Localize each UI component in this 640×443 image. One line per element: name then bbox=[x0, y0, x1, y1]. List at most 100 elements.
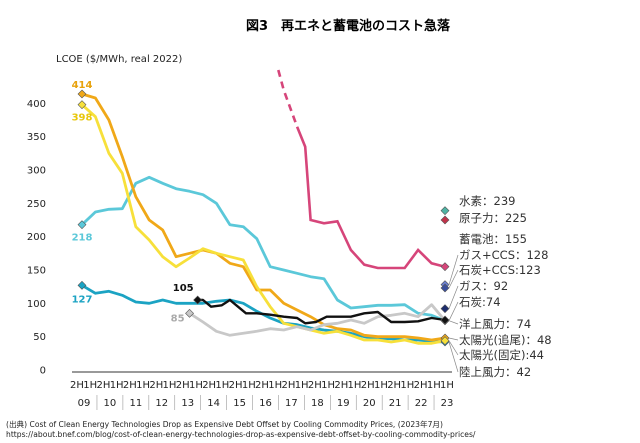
start-marker-solar_fixed bbox=[77, 100, 87, 110]
x-half-label: 1H bbox=[348, 380, 362, 391]
x-half-label: 2H bbox=[414, 380, 428, 391]
start-marker-solar_tracking bbox=[77, 89, 87, 99]
x-half-label: 1H bbox=[440, 380, 454, 391]
x-year-label: 22 bbox=[415, 398, 428, 409]
x-year-label: 23 bbox=[441, 398, 454, 409]
end-marker-solar_fixed bbox=[440, 336, 450, 346]
legend-item: 洋上風力：74 bbox=[459, 317, 531, 331]
x-year-label: 18 bbox=[311, 398, 324, 409]
y-tick-label: 200 bbox=[27, 232, 46, 243]
legend-connector bbox=[448, 340, 459, 356]
x-year-label: 14 bbox=[207, 398, 220, 409]
legend-item: 石炭+CCS:123 bbox=[459, 263, 541, 277]
y-tick-label: 250 bbox=[27, 199, 46, 210]
x-half-label: 2H bbox=[202, 380, 216, 391]
x-year-label: 21 bbox=[389, 398, 402, 409]
end-marker-gas bbox=[440, 304, 450, 314]
x-year-label: 09 bbox=[78, 398, 91, 409]
end-marker-coal_ccs bbox=[440, 283, 450, 293]
x-half-label: 1H bbox=[242, 380, 256, 391]
x-half-label: 2H bbox=[229, 380, 243, 391]
end-marker-nuclear bbox=[440, 215, 450, 225]
legend-connector bbox=[448, 337, 459, 341]
start-marker-offshore bbox=[77, 220, 87, 230]
x-half-label: 2H bbox=[281, 380, 295, 391]
x-year-label: 17 bbox=[285, 398, 298, 409]
value-label: 85 bbox=[171, 313, 185, 324]
x-half-label: 2H bbox=[255, 380, 269, 391]
series-line-solar_fixed bbox=[81, 103, 446, 345]
x-year-label: 16 bbox=[259, 398, 272, 409]
start-marker-coal_black bbox=[193, 295, 203, 305]
x-half-label: 2H bbox=[70, 380, 84, 391]
end-marker-hydrogen bbox=[440, 206, 450, 216]
right-legend: 水素：239 原子力：225 蓄電池：155 ガス+CCS：128石炭+CCS:123… bbox=[448, 194, 552, 379]
x-half-label: 1H bbox=[189, 380, 203, 391]
legend-connector bbox=[448, 320, 459, 325]
x-half-label: 2H bbox=[149, 380, 163, 391]
x-year-label: 19 bbox=[337, 398, 350, 409]
series-markers bbox=[77, 89, 450, 347]
x-half-label: 1H bbox=[110, 380, 124, 391]
value-label: 127 bbox=[72, 294, 93, 305]
y-tick-label: 100 bbox=[27, 299, 46, 310]
series-lines bbox=[81, 69, 447, 345]
series-line-storage bbox=[295, 126, 446, 270]
x-tick-labels: 2H 1H 2H 1H 2H 1H 2H 1H 2H 1H 2H 1H 2H 1H 2H 1H 2H 1H 2H 1H… bbox=[70, 380, 454, 410]
x-half-label: 1H bbox=[83, 380, 97, 391]
x-year-label: 11 bbox=[129, 398, 142, 409]
y-tick-label: 350 bbox=[27, 132, 46, 143]
x-year-label: 12 bbox=[155, 398, 168, 409]
legend-item: 石炭:74 bbox=[459, 295, 501, 309]
x-half-label: 1H bbox=[400, 380, 414, 391]
x-half-label: 1H bbox=[374, 380, 388, 391]
value-label: 414 bbox=[72, 80, 93, 91]
x-half-label: 1H bbox=[321, 380, 335, 391]
y-tick-label: 150 bbox=[27, 266, 46, 277]
x-half-label: 2H bbox=[361, 380, 375, 391]
end-marker-coal_black bbox=[440, 315, 450, 325]
value-labels: 414 398 218 127 105 85 bbox=[72, 80, 194, 324]
start-marker-onshore bbox=[77, 280, 87, 290]
value-label: 218 bbox=[72, 233, 93, 244]
y-axis-label: LCOE ($/MWh, real 2022) bbox=[56, 54, 182, 65]
legend-connector bbox=[448, 254, 459, 285]
x-year-label: 10 bbox=[104, 398, 117, 409]
legend-item: 太陽光(追尾)：48 bbox=[459, 333, 552, 347]
series-line-coal bbox=[188, 303, 447, 337]
chart-title: 図3 再エネと蓄電池のコスト急落 bbox=[246, 18, 451, 34]
source-line-1: (出典) Cost of Clean Energy Technologies D… bbox=[6, 420, 443, 429]
x-half-label: 2H bbox=[96, 380, 110, 391]
legend-connector bbox=[448, 341, 459, 373]
x-half-label: 2H bbox=[308, 380, 322, 391]
x-half-label: 2H bbox=[334, 380, 348, 391]
y-tick-label: 300 bbox=[27, 166, 46, 177]
x-half-label: 1H bbox=[163, 380, 177, 391]
legend-connector bbox=[448, 269, 459, 289]
value-label: 398 bbox=[72, 113, 93, 124]
start-marker-coal bbox=[185, 308, 194, 318]
legend-connector bbox=[448, 301, 459, 321]
legend-item: ガス+CCS：128 bbox=[459, 248, 548, 262]
y-tick-label: 0 bbox=[40, 366, 46, 377]
series-line-coal_black bbox=[197, 298, 446, 325]
legend-item: ガス：92 bbox=[459, 279, 508, 293]
series-line-solar_tracking bbox=[81, 92, 446, 342]
x-half-label: 2H bbox=[176, 380, 190, 391]
x-year-label: 20 bbox=[363, 398, 376, 409]
series-line-offshore bbox=[81, 175, 446, 322]
source-url: https://about.bnef.com/blog/cost-of-clea… bbox=[6, 430, 476, 439]
y-tick-labels: 0 50 100 150 200 250 300 350 400 bbox=[27, 99, 46, 377]
legend-item: 水素：239 bbox=[459, 194, 515, 208]
legend-connector bbox=[448, 285, 459, 309]
legend-item: 原子力：225 bbox=[459, 211, 527, 225]
value-label: 105 bbox=[173, 283, 194, 294]
series-line-storage-dashed bbox=[277, 69, 299, 128]
x-year-label: 13 bbox=[181, 398, 194, 409]
x-half-label: 1H bbox=[136, 380, 150, 391]
x-half-label: 2H bbox=[387, 380, 401, 391]
x-year-label: 15 bbox=[233, 398, 246, 409]
legend-item: 太陽光(固定):44 bbox=[459, 348, 544, 362]
x-half-label: 2H bbox=[123, 380, 137, 391]
